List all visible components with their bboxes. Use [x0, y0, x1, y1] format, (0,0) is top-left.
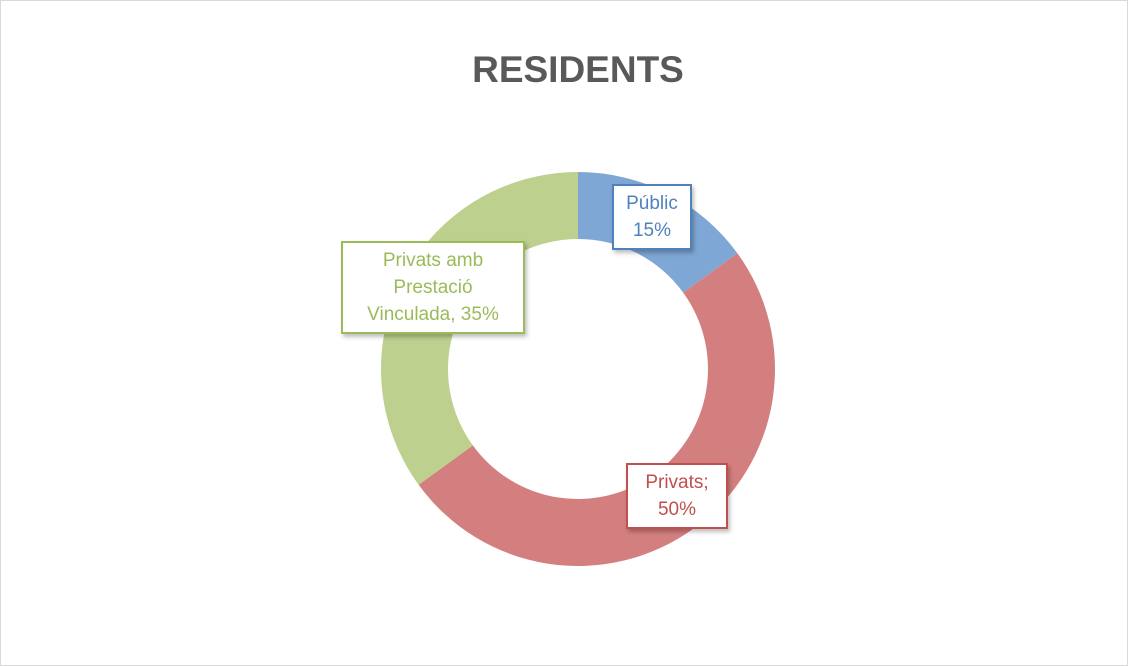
- chart-title: RESIDENTS: [472, 49, 684, 90]
- data-label: Privats; 50%: [626, 463, 728, 529]
- data-label: Privats amb Prestació Vinculada, 35%: [341, 241, 525, 334]
- data-label: Públic 15%: [612, 184, 692, 250]
